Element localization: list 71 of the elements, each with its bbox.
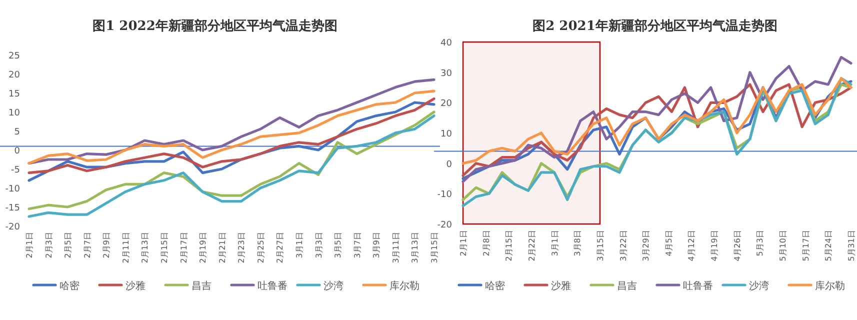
x-tick-label: 2月23日 [237,232,246,264]
legend-label: 昌吉 [192,280,212,292]
x-tick-label: 3月13日 [410,232,420,264]
y-tick-label: 40 [440,38,452,48]
x-tick-label: 2月17日 [179,232,188,264]
y-tick-label: -10 [437,190,452,200]
legend-label: 昌吉 [617,280,637,292]
x-tick-label: 5月3日 [756,230,765,256]
x-tick-label: 3月1日 [295,232,304,258]
x-tick-label: 5月10日 [778,230,788,262]
legend-label: 沙雅 [126,280,146,292]
y-tick-label: 20 [8,70,20,80]
legend-label: 吐鲁番 [683,280,713,292]
x-tick-label: 2月5日 [64,232,73,258]
x-tick-label: 3月29日 [642,230,651,262]
y-tick-label: -20 [437,220,452,230]
x-tick-label: 2月11日 [121,232,130,264]
y-tick-label: 0 [446,160,452,170]
x-tick-label: 2月7日 [82,232,92,258]
y-tick-label: 30 [440,68,452,79]
x-tick-label: 2月1日 [25,232,34,258]
x-tick-label: 5月31日 [847,230,856,262]
x-tick-label: 2月19日 [198,232,208,264]
y-tick-label: 20 [440,99,452,110]
x-tick-label: 2月21日 [218,232,227,264]
legend-label: 吐鲁番 [258,280,288,292]
chart-title: 图2 2021年新疆部分地区平均气温走势图 [532,18,778,34]
legend-label: 库尔勒 [815,280,845,292]
x-tick-label: 2月25日 [256,232,266,264]
legend-label: 哈密 [485,280,505,292]
x-tick-label: 2月13日 [140,232,150,264]
x-tick-label: 4月5日 [664,230,674,256]
x-tick-label: 3月1日 [550,230,560,256]
x-tick-label: 3月9日 [372,232,382,258]
x-tick-label: 2月1日 [459,230,468,256]
x-tick-label: 5月17日 [801,230,810,262]
x-tick-label: 4月19日 [710,230,720,262]
x-tick-label: 4月12日 [687,230,696,262]
y-tick-label: -20 [5,222,20,232]
x-tick-label: 2月9日 [102,232,112,258]
x-tick-label: 3月8日 [573,230,582,256]
legend-label: 沙雅 [551,280,571,292]
y-tick-label: -5 [11,166,20,176]
y-tick-label: 10 [440,130,452,140]
legend-label: 沙湾 [749,280,769,292]
x-tick-label: 3月22日 [618,230,628,262]
x-tick-label: 3月3日 [314,232,324,258]
x-tick-label: 3月15日 [596,230,605,262]
x-tick-label: 3月11日 [391,232,400,264]
x-tick-label: 3月7日 [352,232,362,258]
x-tick-label: 2月8日 [482,230,491,256]
y-tick-label: 10 [8,108,20,118]
y-tick-label: 15 [8,90,20,100]
y-tick-label: -15 [5,204,20,214]
y-tick-label: 0 [14,146,20,156]
y-tick-label: 5 [14,128,20,138]
x-tick-label: 3月15日 [430,232,439,264]
x-tick-label: 2月15日 [504,230,514,262]
y-tick-label: -10 [5,184,20,194]
x-tick-label: 3月5日 [334,232,343,258]
legend-label: 沙湾 [324,280,344,292]
x-tick-label: 4月26日 [732,230,742,262]
x-tick-label: 5月24日 [824,230,834,262]
y-tick-label: 25 [8,52,20,62]
x-tick-label: 2月3日 [44,232,54,258]
chart-title: 图1 2022年新疆部分地区平均气温走势图 [92,18,338,34]
x-tick-label: 2月27日 [276,232,285,264]
x-tick-label: 2月15日 [160,232,169,264]
legend-label: 哈密 [60,280,80,292]
legend-label: 库尔勒 [390,280,420,292]
x-tick-label: 2月22日 [527,230,536,262]
